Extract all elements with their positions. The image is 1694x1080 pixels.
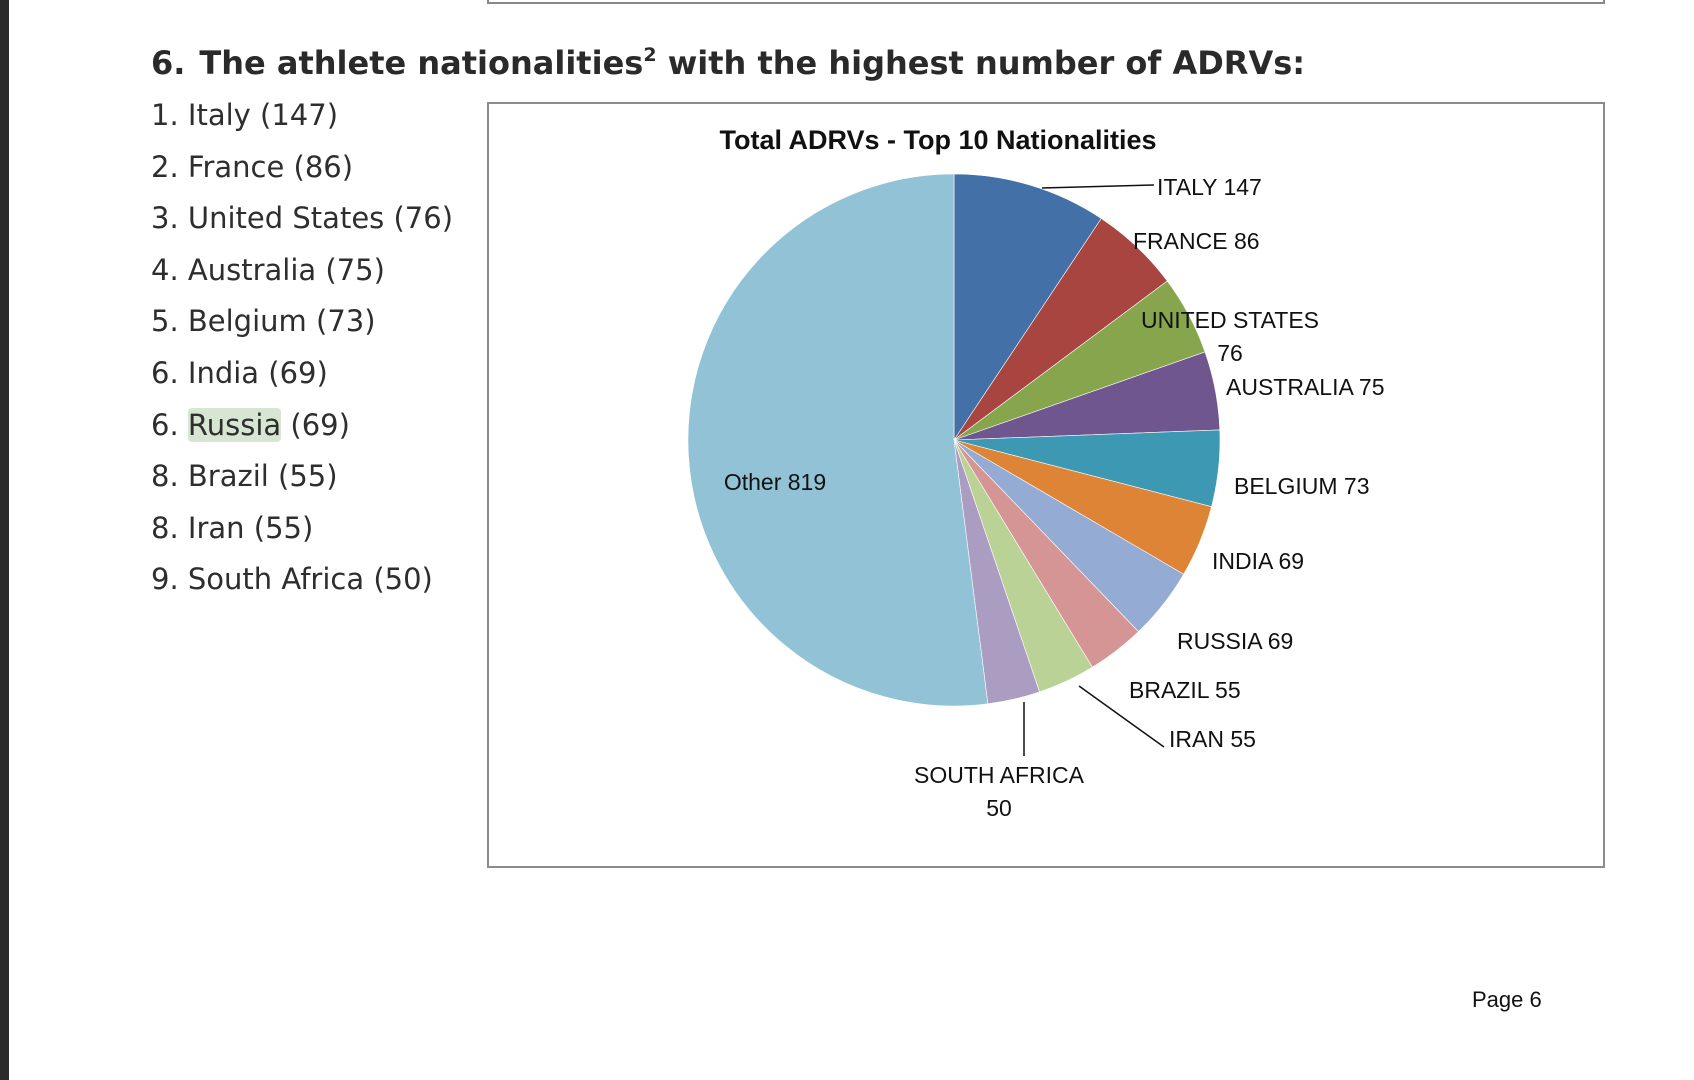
ranking-item: 8. Iran (55) <box>151 511 453 563</box>
slice-label-iran: IRAN 55 <box>1169 726 1256 752</box>
rank-number: 8. <box>151 459 179 494</box>
ranking-item: 8. Brazil (55) <box>151 459 453 511</box>
country-name: United States <box>187 201 385 236</box>
adrv-count: (69) <box>290 407 350 442</box>
adrv-count: (50) <box>373 562 433 597</box>
heading-text: The athlete nationalities <box>199 44 644 82</box>
country-name: Australia <box>187 252 317 287</box>
slice-label-other: Other 819 <box>724 469 826 495</box>
pie-slices <box>687 173 1221 707</box>
ranking-item: 4. Australia (75) <box>151 253 453 305</box>
country-name: Iran <box>187 510 245 545</box>
country-name: France <box>187 149 285 184</box>
nationality-ranking-list: 1. Italy (147) 2. France (86) 3. United … <box>151 98 453 614</box>
pie-chart: Total ADRVs - Top 10 Nationalities ITALY… <box>687 125 1385 821</box>
slice-label-brazil: BRAZIL 55 <box>1129 677 1241 703</box>
adrv-count: (55) <box>253 510 314 545</box>
heading-text-end: with the highest number of ADRVs: <box>656 44 1306 82</box>
country-name: India <box>187 355 260 390</box>
ranking-item: 1. Italy (147) <box>151 98 453 150</box>
country-name: Italy <box>187 98 251 132</box>
rank-number: 9. <box>151 562 179 597</box>
pie-chart-frame: Total ADRVs - Top 10 Nationalities ITALY… <box>487 102 1605 868</box>
adrv-count: (55) <box>278 459 338 494</box>
country-name: Belgium <box>187 304 307 339</box>
leader-lines <box>1023 184 1165 756</box>
footnote-ref[interactable]: 2 <box>643 44 657 66</box>
chart-title: Total ADRVs - Top 10 Nationalities <box>719 125 1156 155</box>
rank-number: 5. <box>151 304 179 339</box>
slice-label-south-africa: SOUTH AFRICA 50 <box>914 762 1085 821</box>
section-number: 6. <box>151 44 186 82</box>
rank-number: 6. <box>151 355 179 390</box>
rank-number: 4. <box>151 252 179 287</box>
ranking-item: 9. South Africa (50) <box>151 562 453 614</box>
adrv-count: (86) <box>293 149 354 184</box>
adrv-count: (69) <box>268 355 328 390</box>
previous-chart-frame <box>487 0 1605 4</box>
pie-slice-other <box>687 173 989 707</box>
slice-label-italy: ITALY 147 <box>1157 174 1262 200</box>
ranking-item: 2. France (86) <box>151 150 453 202</box>
rank-number: 3. <box>151 201 179 236</box>
country-name: Brazil <box>187 459 269 494</box>
adrv-count: (73) <box>316 304 376 339</box>
slice-label-united-states: UNITED STATES 76 <box>1141 307 1319 366</box>
adrv-count: (76) <box>393 201 454 236</box>
rank-number: 1. <box>151 98 179 132</box>
slice-label-russia: RUSSIA 69 <box>1177 628 1293 654</box>
slice-label-belgium: BELGIUM 73 <box>1234 473 1370 499</box>
rank-number: 2. <box>151 149 179 184</box>
page-number: Page 6 <box>1472 987 1542 1012</box>
leader-line-iran <box>1078 685 1165 748</box>
slice-label-india: INDIA 69 <box>1212 548 1304 574</box>
window-edge <box>0 0 9 1080</box>
slice-label-france: FRANCE 86 <box>1133 228 1260 254</box>
ranking-item: 6. Russia (69) <box>151 407 453 460</box>
adrv-count: (75) <box>325 252 385 287</box>
slice-label-australia: AUSTRALIA 75 <box>1226 374 1385 400</box>
pie-slice-italy <box>953 173 1102 441</box>
country-name-highlighted[interactable]: Russia <box>187 407 282 442</box>
rank-number: 6. <box>151 407 179 442</box>
leader-line-italy <box>1041 184 1155 189</box>
slice-labels: ITALY 147 FRANCE 86 UNITED STATES 76 AUSTRAL… <box>724 174 1385 821</box>
country-name: South Africa <box>187 562 365 597</box>
ranking-item: 5. Belgium (73) <box>151 304 453 356</box>
adrv-count: (147) <box>260 98 339 132</box>
ranking-item: 3. United States (76) <box>151 201 453 253</box>
section-heading: 6. The athlete nationalities2 with the hi… <box>151 44 1305 82</box>
rank-number: 8. <box>151 510 179 545</box>
ranking-item: 6. India (69) <box>151 356 453 408</box>
